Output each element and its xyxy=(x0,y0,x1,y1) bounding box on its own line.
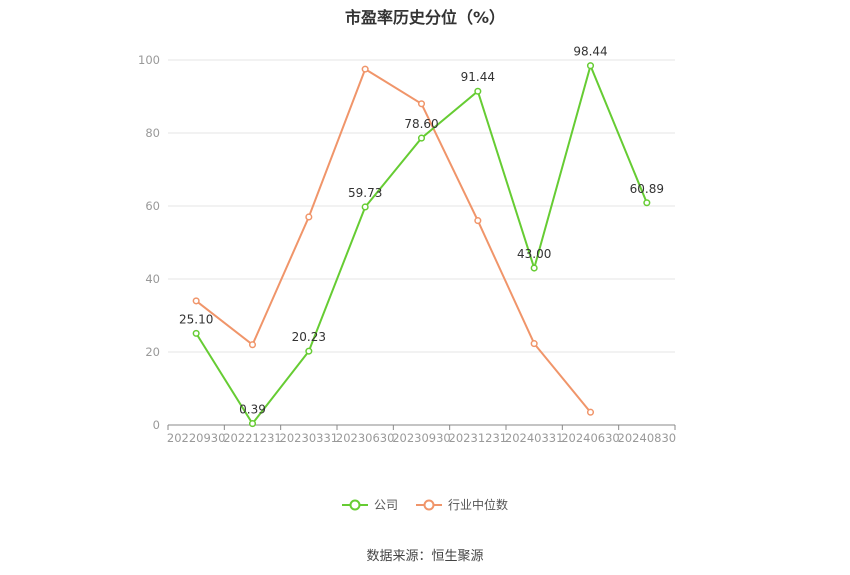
x-axis: 2022093020221231202303312023063020230930… xyxy=(167,424,677,445)
data-label: 25.10 xyxy=(179,312,213,326)
data-point[interactable] xyxy=(530,340,538,348)
series-group: 25.10 0.39 20.23 59.73 78.60 91.44 43.00 98.44 6… xyxy=(179,45,664,428)
data-point[interactable] xyxy=(248,341,257,349)
x-tick-label: 20221231 xyxy=(223,431,282,445)
data-label: 98.44 xyxy=(573,45,607,59)
y-tick-label: 20 xyxy=(145,345,160,359)
data-label: 91.44 xyxy=(461,70,495,84)
data-point[interactable] xyxy=(361,65,369,73)
x-tick-label: 20240331 xyxy=(505,431,564,445)
data-point[interactable] xyxy=(530,264,538,272)
legend-label-industry-median: 行业中位数 xyxy=(448,498,509,512)
data-label: 0.39 xyxy=(239,403,266,417)
data-label: 20.23 xyxy=(292,330,326,344)
data-source: 数据来源：恒生聚源 xyxy=(366,549,484,564)
chart-title: 市盈率历史分位（%） xyxy=(344,8,506,27)
y-axis: 0 20 40 60 80 100 xyxy=(138,53,160,432)
data-point[interactable] xyxy=(586,62,595,70)
data-point[interactable] xyxy=(643,199,651,207)
y-tick-label: 0 xyxy=(153,418,160,432)
data-point[interactable] xyxy=(305,347,313,355)
data-point[interactable] xyxy=(361,203,369,211)
x-tick-label: 20230331 xyxy=(280,431,339,445)
legend: 公司 行业中位数 xyxy=(0,496,850,513)
data-point[interactable] xyxy=(192,297,200,305)
data-label: 60.89 xyxy=(630,182,664,196)
data-label: 59.73 xyxy=(348,186,382,200)
y-tick-label: 100 xyxy=(138,53,160,67)
data-point[interactable] xyxy=(417,134,426,142)
x-tick-label: 20230930 xyxy=(392,431,451,445)
legend-label-company: 公司 xyxy=(373,498,398,512)
data-point[interactable] xyxy=(474,87,482,95)
data-label: 78.60 xyxy=(404,117,438,131)
legend-item-industry-median[interactable]: 行业中位数 xyxy=(416,496,508,513)
legend-marker-industry-median xyxy=(416,499,442,510)
legend-marker-company xyxy=(341,499,368,510)
y-tick-label: 80 xyxy=(145,126,160,140)
x-tick-label: 20220930 xyxy=(167,431,226,445)
series-industry-median xyxy=(192,65,595,416)
x-tick-label: 20231231 xyxy=(449,431,508,445)
y-tick-label: 40 xyxy=(145,272,160,286)
x-tick-label: 20240630 xyxy=(561,431,620,445)
data-label: 43.00 xyxy=(517,247,551,261)
x-tick-label: 20240830 xyxy=(618,431,677,445)
y-tick-label: 60 xyxy=(145,199,160,213)
series-company: 25.10 0.39 20.23 59.73 78.60 91.44 43.00 98.44 6… xyxy=(179,45,664,428)
data-point[interactable] xyxy=(305,213,313,221)
data-point[interactable] xyxy=(417,100,426,108)
data-point[interactable] xyxy=(586,408,595,416)
data-point[interactable] xyxy=(474,217,482,225)
x-tick-label: 20230630 xyxy=(336,431,395,445)
series-line xyxy=(195,67,592,413)
data-point[interactable] xyxy=(248,420,257,428)
data-point[interactable] xyxy=(192,329,200,337)
legend-item-company[interactable]: 公司 xyxy=(341,496,398,513)
grid-lines xyxy=(168,59,675,353)
